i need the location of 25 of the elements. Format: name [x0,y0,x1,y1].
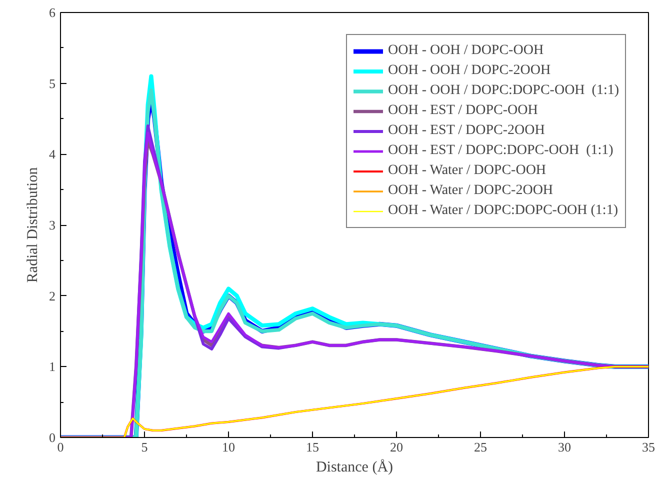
legend-label: OOH - Water / DOPC:DOPC-OOH (1:1) [388,203,618,219]
y-axis-title: Radial Distribution [25,166,41,283]
x-tick-label: 25 [474,440,487,454]
legend-label: OOH - OOH / DOPC-2OOH [388,63,551,79]
x-tick-label: 10 [222,440,235,454]
y-tick-label: 3 [49,218,56,232]
x-tick-label: 35 [642,440,655,454]
y-tick-label: 4 [49,146,56,162]
legend-label: OOH - OOH / DOPC:DOPC-OOH (1:1) [388,83,619,99]
y-tick-label: 1 [49,359,56,374]
legend-label: OOH - EST / DOPC-2OOH [388,123,545,139]
y-tick-label: 6 [49,5,56,20]
legend-label: OOH - EST / DOPC:DOPC-OOH (1:1) [388,143,614,159]
x-tick-label: 30 [558,440,571,454]
y-tick-label: 2 [49,288,56,304]
legend-label: OOH - Water / DOPC-2OOH [388,183,554,199]
legend-label: OOH - Water / DOPC-OOH [388,163,546,179]
x-tick-label: 15 [306,440,319,454]
y-tick-label: 5 [49,76,56,91]
legend-label: OOH - EST / DOPC-OOH [388,103,538,119]
x-axis-title: Distance (Å) [316,458,394,476]
x-tick-label: 5 [141,440,148,454]
legend-label: OOH - OOH / DOPC-OOH [388,43,544,59]
x-tick-label: 20 [390,440,403,454]
y-tick-label: 0 [49,430,56,445]
